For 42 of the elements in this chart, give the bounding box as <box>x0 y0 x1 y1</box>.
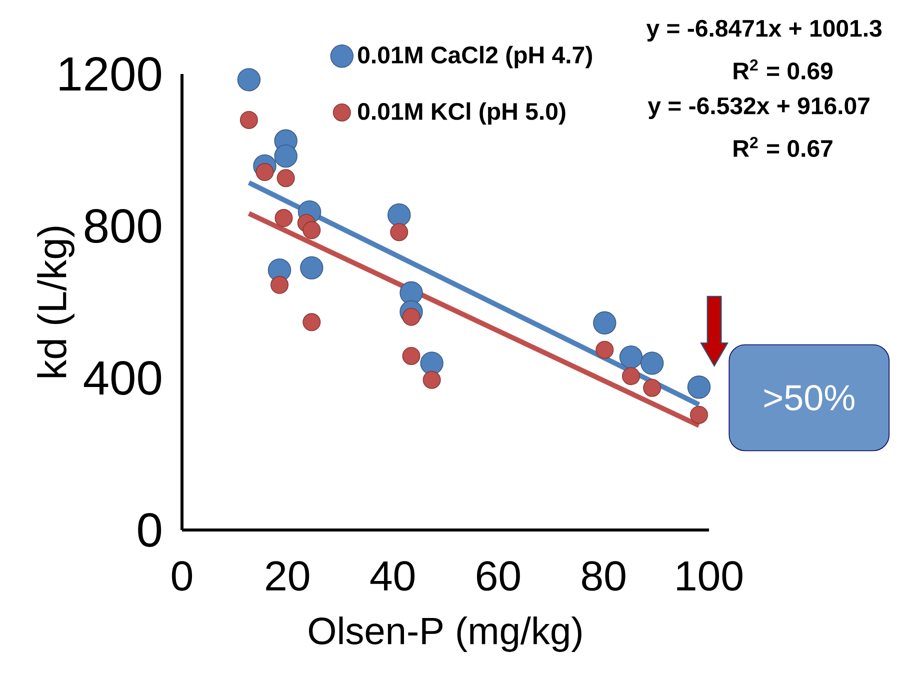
x-tick-label: 40 <box>370 561 415 591</box>
text: >50% <box>764 385 854 410</box>
y-tick-label: 0 <box>138 513 162 547</box>
text: y = -6.8471x + 1001.3 <box>646 20 882 42</box>
point <box>402 346 420 365</box>
point <box>270 276 289 294</box>
point <box>420 352 444 375</box>
legend-label: 0.01M CaCl2 (pH 4.7) <box>358 46 592 68</box>
point <box>690 406 708 424</box>
point <box>274 144 298 168</box>
point <box>422 370 441 389</box>
point <box>388 203 411 227</box>
point <box>274 209 293 228</box>
y-tick-label: 1200 <box>60 57 162 91</box>
x-tick-label: 60 <box>476 561 520 591</box>
y-tick-label: 800 <box>84 209 162 243</box>
y-axis-title: kd (L/kg) <box>37 226 74 378</box>
text: R$^{2}$ = 0.67 <box>734 136 832 158</box>
x-tick-label: 0 <box>172 561 192 591</box>
x-axis-title: Olsen-P (mg/kg) <box>308 616 582 652</box>
point <box>276 169 295 188</box>
point <box>400 281 423 304</box>
point <box>593 311 616 334</box>
point <box>640 352 664 375</box>
point <box>240 110 258 129</box>
point <box>619 346 643 369</box>
text: R$^{2}$ = 0.69 <box>734 59 833 80</box>
x-tick-label: 20 <box>266 561 310 591</box>
x-tick-label: 80 <box>582 561 626 591</box>
annotation: y = -6.532x + 916.07 <box>648 97 870 120</box>
point <box>596 340 614 359</box>
point <box>622 367 640 386</box>
point <box>390 223 408 242</box>
point <box>687 376 711 399</box>
point <box>302 221 321 240</box>
legend-label: 0.01M KCl (pH 5.0) <box>358 102 566 125</box>
y-tick-label: 400 <box>84 361 162 395</box>
point <box>300 256 324 280</box>
point <box>302 313 321 332</box>
point <box>643 378 662 397</box>
x-tick-label: 100 <box>677 561 742 591</box>
point <box>237 68 261 92</box>
